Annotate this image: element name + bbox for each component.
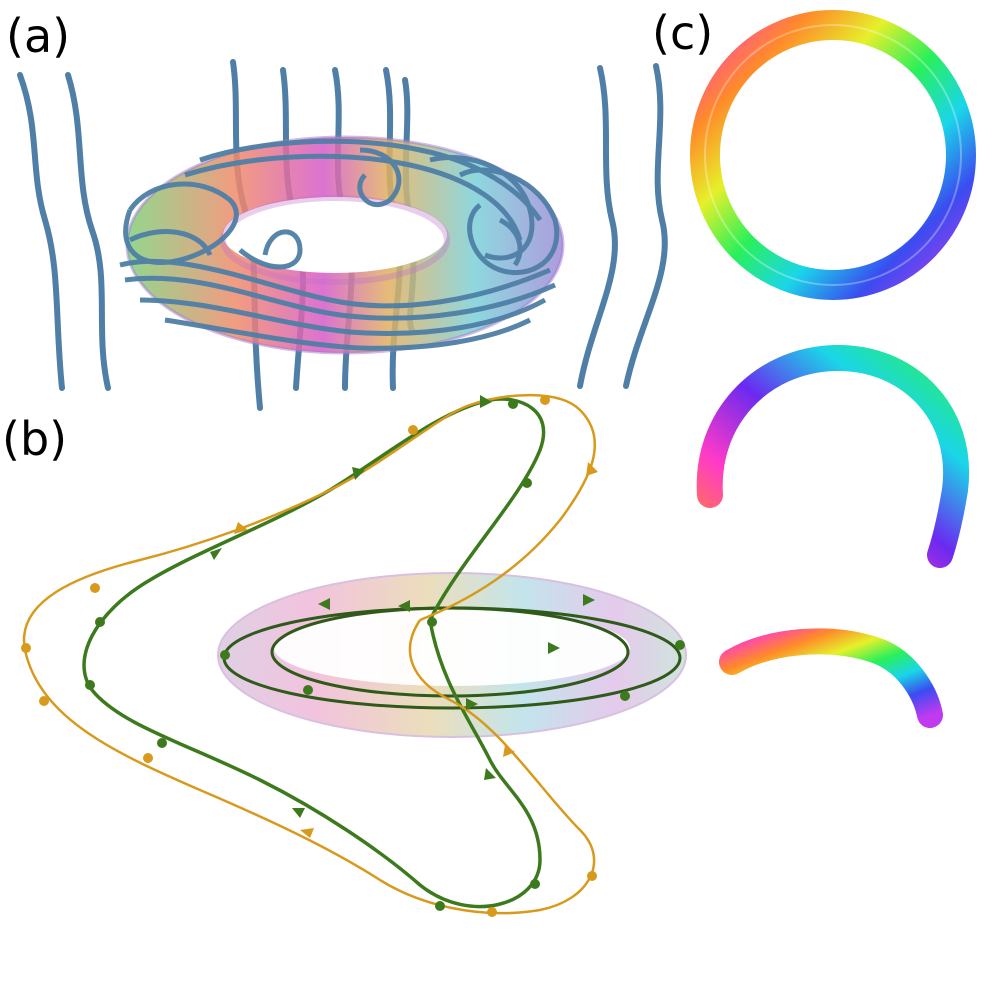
green-markers [85,395,685,911]
panel-a [17,59,668,411]
panel-b [21,393,687,917]
ring-torus [217,572,687,738]
panel-label-c: (c) [652,6,713,60]
winding-tubes [119,138,560,351]
panel-label-a: (a) [6,9,70,63]
panel-label-b: (b) [2,412,67,466]
panel-c [690,10,976,728]
ring-torus [690,10,976,300]
orange-curve [22,393,597,915]
arc-segment [719,628,943,728]
orange-markers [21,395,598,917]
arc-segment [696,344,970,568]
